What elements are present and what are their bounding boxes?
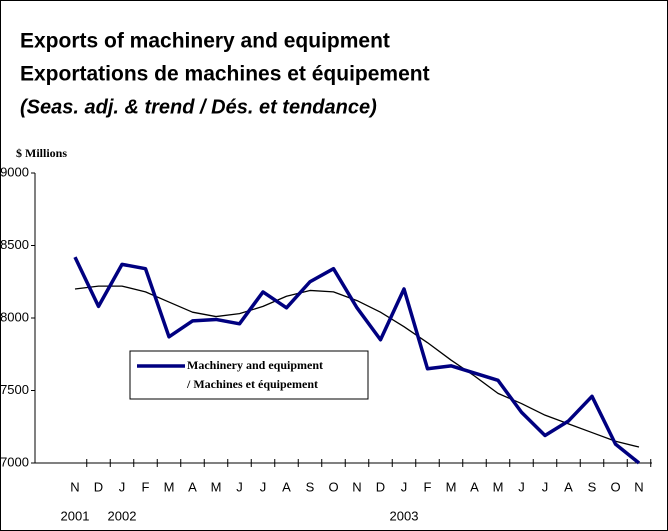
x-tick-label: M	[164, 479, 175, 494]
chart-title-2: Exportations de machines et équipement	[20, 63, 430, 86]
y-axis-label: $ Millions	[16, 146, 67, 160]
x-tick-label: N	[352, 479, 361, 494]
x-tick-label: J	[119, 479, 126, 494]
y-tick-label: 7500	[0, 382, 29, 397]
x-tick-label: M	[211, 479, 222, 494]
y-tick-label: 8500	[0, 237, 29, 252]
x-tick-label: O	[328, 479, 338, 494]
x-tick-label: A	[188, 479, 197, 494]
year-label: 2003	[390, 508, 419, 523]
x-tick-label: N	[634, 479, 643, 494]
x-tick-label: S	[306, 479, 315, 494]
year-label: 2002	[108, 508, 137, 523]
x-tick-label: J	[236, 479, 243, 494]
legend-label: / Machines et équipement	[186, 377, 318, 391]
legend-box	[129, 350, 369, 400]
x-tick-label: A	[282, 479, 291, 494]
x-tick-label: J	[542, 479, 549, 494]
x-tick-label: S	[588, 479, 597, 494]
x-tick-label: D	[94, 479, 103, 494]
y-tick-label: 9000	[0, 164, 29, 179]
x-tick-label: N	[70, 479, 79, 494]
chart-subtitle: (Seas. adj. & trend / Dés. et tendance)	[20, 96, 377, 118]
x-tick-label: D	[376, 479, 385, 494]
series-line	[73, 256, 641, 465]
x-tick-label: J	[260, 479, 267, 494]
x-tick-label: A	[564, 479, 573, 494]
x-tick-label: J	[401, 479, 408, 494]
x-tick-label: F	[424, 479, 432, 494]
x-tick-label: M	[493, 479, 504, 494]
x-tick-label: O	[610, 479, 620, 494]
legend-label: Machinery and equipment	[187, 358, 323, 372]
x-tick-label: J	[518, 479, 525, 494]
y-tick-label: 8000	[0, 309, 29, 324]
chart-title: Exports of machinery and equipment	[20, 30, 390, 53]
year-label: 2001	[61, 508, 90, 523]
x-tick-label: F	[142, 479, 150, 494]
series-line	[74, 285, 640, 448]
x-tick-label: A	[470, 479, 479, 494]
y-tick-label: 7000	[0, 454, 29, 469]
x-tick-label: M	[446, 479, 457, 494]
